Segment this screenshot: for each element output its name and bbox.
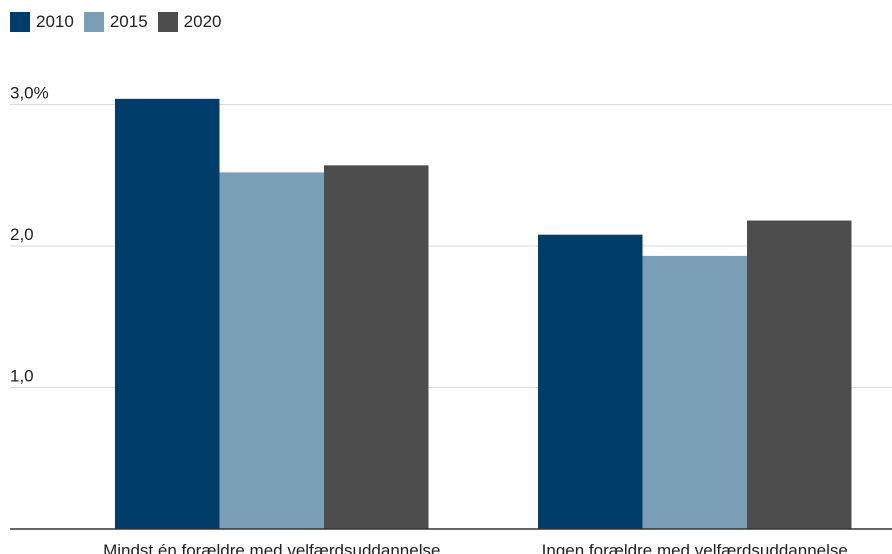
bar-2020-group-1 bbox=[324, 165, 429, 529]
legend-label: 2015 bbox=[109, 12, 148, 31]
legend-swatch bbox=[83, 12, 104, 32]
bar-2020-group-2 bbox=[747, 220, 852, 529]
legend-item-2020: 2020 bbox=[157, 12, 222, 32]
bar-2010-group-1 bbox=[115, 98, 220, 529]
legend-swatch bbox=[10, 12, 30, 32]
legend-label: 2020 bbox=[183, 12, 222, 31]
y-tick-label: 2,0 bbox=[10, 225, 34, 244]
legend-item-2010: 2010 bbox=[10, 12, 74, 32]
x-category-label: Ingen forældre med velfærdsuddannelse bbox=[542, 541, 848, 554]
legend: 2010 2015 2020 bbox=[10, 12, 221, 32]
y-tick-label: 1,0 bbox=[10, 367, 34, 386]
legend-item-2015: 2015 bbox=[83, 12, 148, 32]
legend-swatch bbox=[157, 12, 178, 32]
bar-2010-group-2 bbox=[538, 234, 643, 529]
bar-2015-group-1 bbox=[219, 172, 324, 530]
legend-label: 2010 bbox=[36, 12, 74, 31]
x-category-label: Mindst én forældre med velfærdsuddannels… bbox=[103, 541, 440, 554]
y-tick-label: 3,0% bbox=[10, 84, 49, 103]
bar-2015-group-2 bbox=[642, 255, 747, 529]
